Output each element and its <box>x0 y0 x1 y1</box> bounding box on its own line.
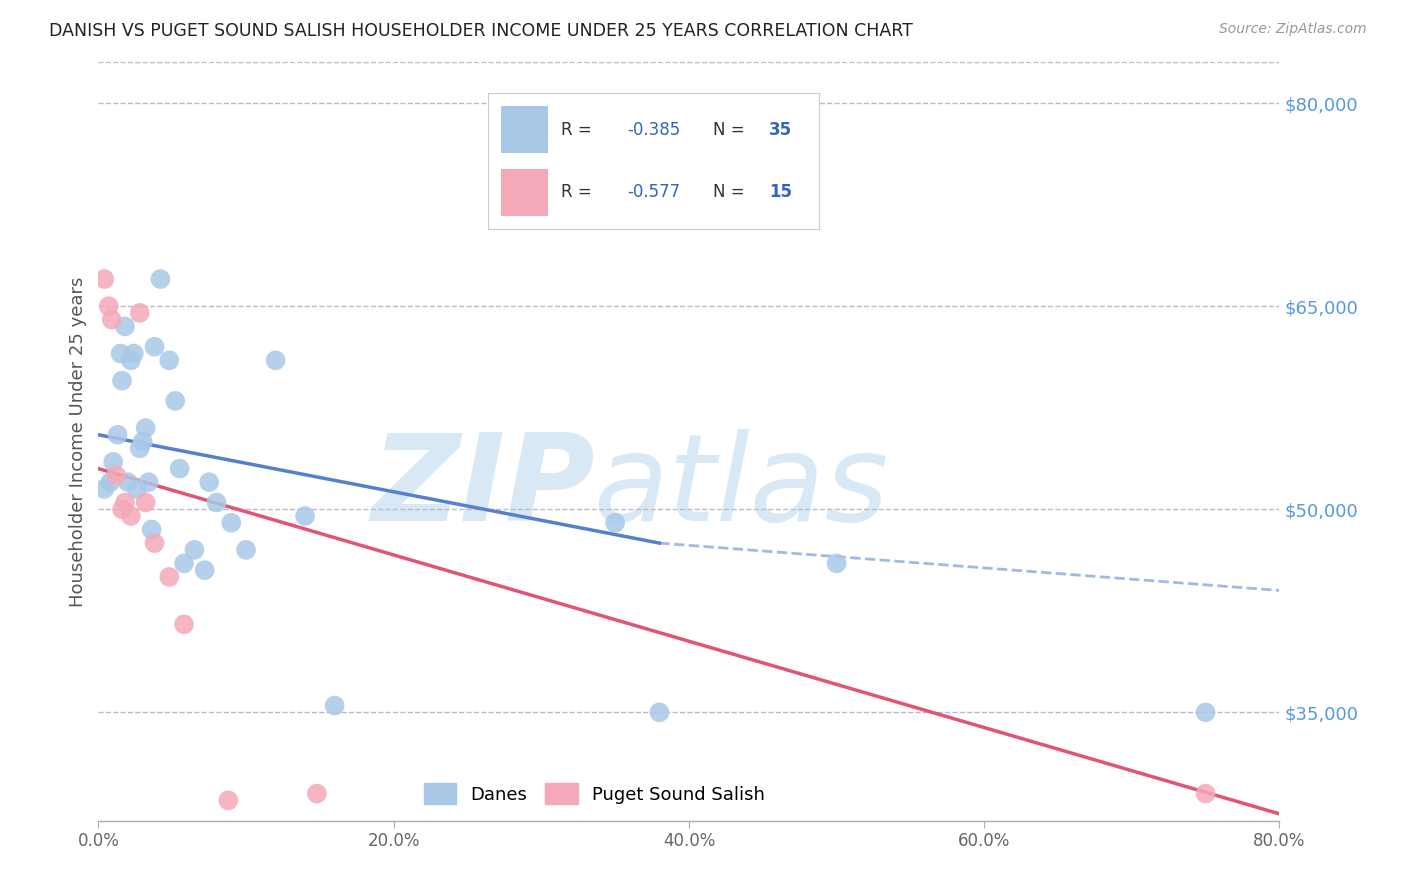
Point <box>194 563 217 577</box>
Text: Source: ZipAtlas.com: Source: ZipAtlas.com <box>1219 22 1367 37</box>
Point <box>125 482 148 496</box>
Point <box>648 706 671 720</box>
Point <box>165 393 187 408</box>
Text: ZIP: ZIP <box>371 428 595 546</box>
Point <box>135 421 157 435</box>
Point <box>110 346 132 360</box>
Point <box>132 434 155 449</box>
Point <box>157 353 180 368</box>
Point <box>138 475 160 490</box>
Point <box>111 502 134 516</box>
Text: atlas: atlas <box>595 428 890 546</box>
Point <box>114 495 136 509</box>
Point <box>235 542 257 557</box>
Point <box>157 570 180 584</box>
Point <box>217 793 239 807</box>
Point <box>173 557 195 571</box>
Point <box>294 508 316 523</box>
Point <box>93 272 115 286</box>
Point <box>605 516 627 530</box>
Point <box>143 340 166 354</box>
Point <box>173 617 195 632</box>
Point <box>149 272 172 286</box>
Point <box>120 353 142 368</box>
Point <box>305 787 328 801</box>
Point <box>323 698 346 713</box>
Point <box>205 495 228 509</box>
Text: DANISH VS PUGET SOUND SALISH HOUSEHOLDER INCOME UNDER 25 YEARS CORRELATION CHART: DANISH VS PUGET SOUND SALISH HOUSEHOLDER… <box>49 22 912 40</box>
Point <box>105 468 128 483</box>
Point <box>98 475 121 490</box>
Point <box>183 542 205 557</box>
Point <box>198 475 221 490</box>
Point <box>264 353 287 368</box>
Point <box>169 461 191 475</box>
Point <box>1195 787 1218 801</box>
Point <box>114 319 136 334</box>
Point <box>221 516 243 530</box>
Point <box>111 374 134 388</box>
Point <box>107 427 129 442</box>
Point <box>141 523 163 537</box>
Point <box>117 475 139 490</box>
Point <box>143 536 166 550</box>
Point <box>103 455 125 469</box>
Point <box>135 495 157 509</box>
Point <box>120 508 142 523</box>
Point <box>1195 706 1218 720</box>
Point <box>93 482 115 496</box>
Point <box>128 442 150 456</box>
Point <box>122 346 145 360</box>
Point <box>100 312 122 326</box>
Point <box>825 557 848 571</box>
Point <box>97 299 120 313</box>
Y-axis label: Householder Income Under 25 years: Householder Income Under 25 years <box>69 277 87 607</box>
Point <box>128 306 150 320</box>
Legend: Danes, Puget Sound Salish: Danes, Puget Sound Salish <box>423 783 765 804</box>
